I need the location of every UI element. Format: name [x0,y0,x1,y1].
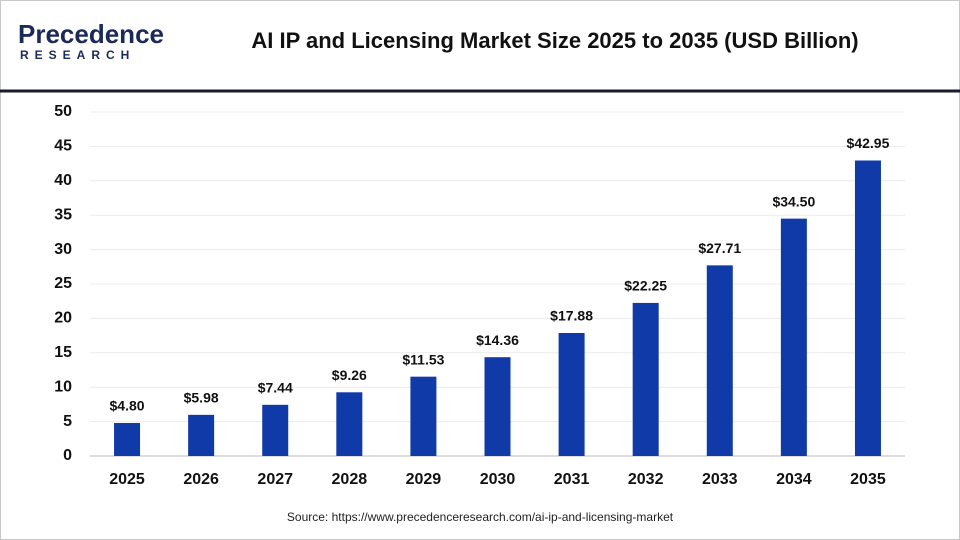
chart-title: AI IP and Licensing Market Size 2025 to … [251,28,858,53]
x-tick-label: 2033 [702,471,738,488]
x-tick-label: 2025 [109,471,145,488]
x-tick-label: 2028 [332,471,368,488]
bar [558,332,585,456]
x-tick-label: 2032 [628,471,664,488]
value-label: $9.26 [332,367,367,383]
x-tick-label: 2035 [850,471,886,488]
y-tick-label: 35 [54,206,72,223]
bar [262,404,289,456]
value-label: $7.44 [258,380,293,396]
value-label: $27.71 [698,240,741,256]
logo-sub: RESEARCH [20,48,135,62]
y-tick-label: 30 [54,241,72,258]
y-tick-label: 0 [63,447,72,464]
y-tick-label: 20 [54,310,72,327]
value-label: $42.95 [847,135,890,151]
value-label: $34.50 [772,193,815,209]
x-tick-label: 2030 [480,471,516,488]
x-tick-label: 2027 [257,471,293,488]
bar [336,392,363,456]
value-label: $5.98 [184,390,219,406]
value-label: $11.53 [402,351,444,367]
bar [706,265,733,456]
y-tick-label: 45 [54,138,72,155]
bar [854,160,881,456]
x-tick-label: 2029 [406,471,442,488]
source-note: Source: https://www.precedenceresearch.c… [287,510,674,524]
x-tick-label: 2034 [776,471,812,488]
y-tick-label: 10 [54,378,72,395]
bar [484,357,511,456]
bar [780,218,807,456]
y-tick-label: 15 [54,344,72,361]
bar [632,302,659,456]
y-tick-label: 40 [54,172,72,189]
x-tick-label: 2026 [183,471,219,488]
y-tick-label: 50 [54,103,72,120]
bar [188,414,215,456]
y-tick-label: 25 [54,275,72,292]
value-label: $4.80 [110,398,145,414]
x-tick-label: 2031 [554,471,590,488]
value-label: $17.88 [550,308,593,324]
value-label: $14.36 [476,332,519,348]
value-label: $22.25 [624,278,667,294]
logo-name: Precedence [18,19,164,49]
y-tick-label: 5 [63,413,72,430]
bar [114,422,141,456]
bar [410,376,437,456]
